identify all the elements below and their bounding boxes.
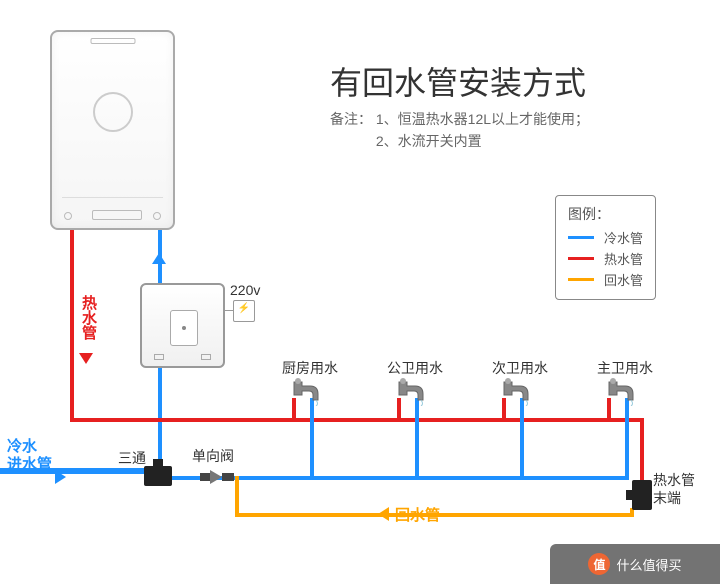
hot-pipe-label-vertical: 热水管 [78,295,99,340]
legend-swatch-return [568,278,594,281]
power-outlet-icon: ⚡ [233,300,255,322]
check-valve-icon [200,468,234,491]
legend-label-hot: 热水管 [604,249,643,268]
legend-row-hot: 热水管 [568,249,643,268]
legend-row-return: 回水管 [568,270,643,289]
legend-box: 图例： 冷水管 热水管 回水管 [555,195,656,300]
water-heater-icon [50,30,175,230]
legend-row-cold: 冷水管 [568,228,643,247]
tee-label: 三通 [118,448,146,468]
legend-swatch-cold [568,236,594,239]
remark-prefix: 备注： [330,111,372,127]
hot-pipe-end-label: 热水管末端 [653,472,695,507]
power-wire [224,310,234,311]
tap-label: 主卫用水 [597,358,653,378]
voltage-label: 220v [230,282,260,298]
return-flow-arrow-icon [378,507,389,521]
faucet-icon [288,378,332,406]
watermark-badge: 值 什么值得买 [550,544,720,584]
cold-flow-arrow-icon [152,253,166,264]
recirculation-pump-icon [140,283,225,368]
remark-line2: 2、水流开关内置 [376,133,482,149]
tee-fitting-icon [144,466,172,486]
return-pipe-label: 回水管 [395,504,440,525]
hot-flow-arrow-icon [79,353,93,364]
tap-label: 厨房用水 [282,358,338,378]
watermark-icon: 值 [588,553,610,575]
remark-line1: 1、恒温热水器12L以上才能使用； [376,111,589,127]
hot-pipe-end-fitting-icon [632,480,652,510]
faucet-icon [603,378,647,406]
remark: 备注： 1、恒温热水器12L以上才能使用； 备注： 2、水流开关内置 [330,108,589,153]
faucet-icon [393,378,437,406]
legend-label-cold: 冷水管 [604,228,643,247]
watermark-text: 什么值得买 [616,555,681,574]
page-title: 有回水管安装方式 [330,58,586,104]
tap-label: 公卫用水 [387,358,443,378]
cold-inlet-arrow-icon [55,470,66,484]
check-valve-label: 单向阀 [192,446,234,466]
legend-swatch-hot [568,257,594,260]
diagram-canvas: 有回水管安装方式 备注： 1、恒温热水器12L以上才能使用； 备注： 2、水流开… [0,0,720,584]
legend-title: 图例： [568,204,643,224]
cold-inlet-label: 冷水进水管 冷水进水管 [7,438,52,474]
legend-label-return: 回水管 [604,270,643,289]
faucet-icon [498,378,542,406]
tap-label: 次卫用水 [492,358,548,378]
